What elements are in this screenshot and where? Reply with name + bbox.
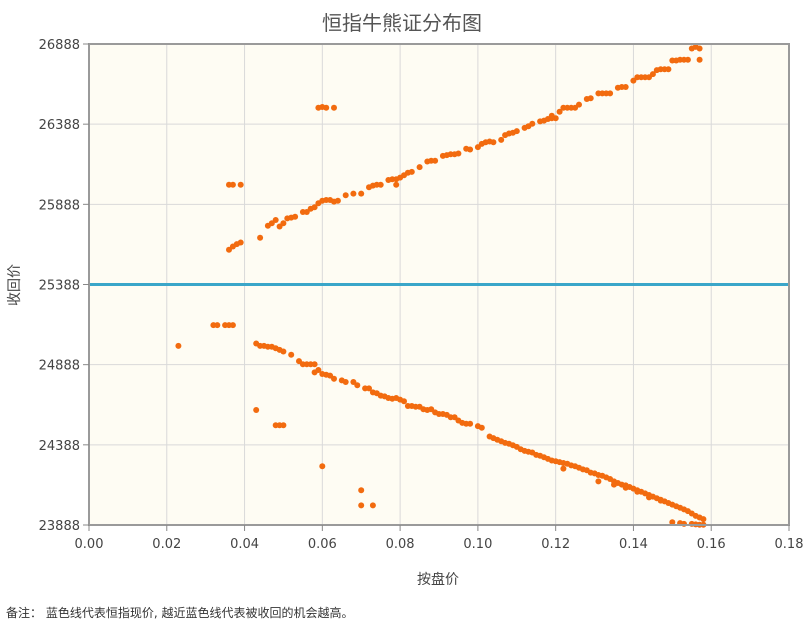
data-point[interactable]: [292, 213, 299, 220]
y-tick-label: 26888: [39, 38, 80, 53]
x-axis-ticks: 0.00 0.02 0.04 0.06 0.08 0.10 0.12 0.14 0.16 0.18: [75, 525, 804, 552]
data-point[interactable]: [237, 181, 244, 188]
data-point[interactable]: [311, 204, 318, 211]
data-point[interactable]: [576, 101, 582, 108]
data-point[interactable]: [556, 108, 563, 115]
data-point[interactable]: [334, 197, 341, 204]
data-point[interactable]: [366, 385, 372, 392]
data-point[interactable]: [253, 407, 260, 413]
data-point[interactable]: [513, 128, 520, 135]
data-point[interactable]: [229, 181, 236, 188]
data-point[interactable]: [611, 481, 617, 488]
data-point[interactable]: [587, 95, 594, 102]
data-point[interactable]: [696, 56, 703, 63]
data-point[interactable]: [175, 342, 182, 349]
y-axis-ticks: 23888 24388 24888 25388 25888 26388 26888: [39, 38, 89, 534]
x-tick-label: 0.18: [775, 537, 804, 552]
data-point[interactable]: [280, 422, 287, 429]
x-tick-label: 0.04: [230, 537, 259, 552]
data-point[interactable]: [498, 136, 505, 143]
data-point[interactable]: [272, 217, 279, 223]
x-tick-label: 0.12: [541, 537, 570, 552]
data-point[interactable]: [323, 104, 330, 111]
data-point[interactable]: [634, 488, 641, 495]
data-point[interactable]: [560, 465, 567, 472]
data-point[interactable]: [342, 192, 349, 199]
data-point[interactable]: [467, 146, 474, 153]
data-point[interactable]: [288, 351, 295, 358]
data-point[interactable]: [657, 497, 664, 504]
data-point[interactable]: [350, 190, 357, 197]
y-tick-label: 25388: [39, 279, 80, 294]
data-point[interactable]: [607, 90, 614, 97]
x-tick-label: 0.00: [75, 537, 104, 552]
data-point[interactable]: [311, 361, 318, 368]
x-tick-label: 0.02: [152, 537, 181, 552]
data-point[interactable]: [622, 84, 629, 90]
data-point[interactable]: [684, 56, 691, 63]
data-point[interactable]: [354, 382, 361, 389]
x-tick-label: 0.16: [697, 537, 726, 552]
data-point[interactable]: [229, 322, 236, 329]
data-point[interactable]: [548, 112, 555, 119]
data-point[interactable]: [358, 502, 365, 509]
data-point[interactable]: [455, 150, 462, 157]
data-point[interactable]: [342, 379, 349, 385]
data-point[interactable]: [478, 424, 485, 431]
data-point[interactable]: [331, 375, 337, 382]
data-point[interactable]: [237, 239, 244, 246]
y-tick-label: 24888: [39, 359, 80, 374]
data-point[interactable]: [700, 516, 707, 523]
data-point[interactable]: [280, 348, 287, 355]
data-point[interactable]: [490, 139, 497, 146]
data-point[interactable]: [467, 420, 474, 427]
data-point[interactable]: [432, 157, 439, 164]
data-point[interactable]: [268, 220, 275, 227]
data-point[interactable]: [315, 367, 322, 373]
x-axis-label: 按盘价: [417, 571, 459, 588]
y-axis-label: 收回价: [7, 264, 23, 306]
data-point[interactable]: [665, 66, 672, 73]
data-point[interactable]: [649, 71, 656, 78]
data-point[interactable]: [401, 398, 407, 405]
data-point[interactable]: [622, 484, 629, 491]
y-tick-label: 23888: [39, 519, 80, 534]
chart-title: 恒指牛熊证分布图: [322, 11, 482, 35]
data-point[interactable]: [529, 120, 536, 127]
data-point[interactable]: [646, 494, 652, 501]
data-point[interactable]: [358, 487, 365, 494]
data-point[interactable]: [408, 168, 415, 175]
data-point[interactable]: [595, 478, 602, 485]
x-tick-label: 0.14: [619, 537, 648, 552]
data-point[interactable]: [214, 322, 221, 329]
y-tick-label: 26388: [39, 118, 80, 133]
data-point[interactable]: [331, 104, 337, 111]
data-point[interactable]: [377, 181, 384, 188]
data-point[interactable]: [257, 234, 264, 241]
y-tick-label: 24388: [39, 439, 80, 454]
data-point[interactable]: [280, 220, 287, 227]
data-point[interactable]: [319, 463, 326, 470]
data-point[interactable]: [416, 164, 423, 171]
footer-note: 备注： 蓝色线代表恒指现价, 越近蓝色线代表被收回的机会越高。: [6, 606, 354, 620]
scatter-chart: 恒指牛熊证分布图 0.00 0.02 0.04 0.06 0.08 0.10 0.12 0.1…: [7, 11, 804, 588]
x-tick-label: 0.06: [308, 537, 337, 552]
data-point[interactable]: [358, 190, 365, 197]
y-tick-label: 25888: [39, 198, 80, 213]
x-tick-label: 0.08: [386, 537, 415, 552]
data-point[interactable]: [669, 519, 676, 526]
data-point[interactable]: [369, 502, 376, 509]
data-point[interactable]: [393, 181, 400, 188]
x-tick-label: 0.10: [463, 537, 492, 552]
data-point[interactable]: [696, 45, 703, 52]
data-points: [175, 43, 707, 528]
